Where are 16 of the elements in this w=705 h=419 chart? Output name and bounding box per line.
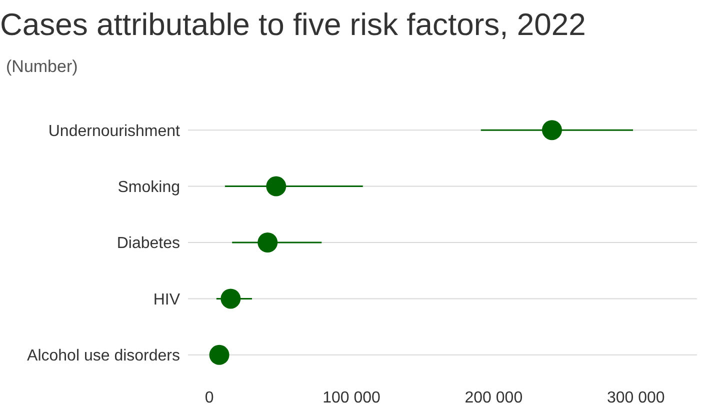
y-tick-label: Smoking bbox=[118, 178, 180, 196]
x-tick-label: 300 000 bbox=[606, 389, 665, 406]
point bbox=[266, 176, 286, 196]
x-tick-label: 200 000 bbox=[464, 389, 523, 406]
y-tick-label: HIV bbox=[153, 291, 180, 308]
point bbox=[542, 120, 562, 140]
point bbox=[258, 232, 278, 252]
y-tick-label: Undernourishment bbox=[48, 122, 181, 140]
x-tick-label: 100 000 bbox=[322, 389, 381, 406]
point bbox=[209, 344, 230, 365]
text: (Number) bbox=[5, 56, 79, 78]
point bbox=[220, 288, 241, 309]
y-tick-label: Alcohol use disorders bbox=[27, 348, 180, 365]
x-tick-label: 0 bbox=[204, 389, 214, 406]
chart-title: Cases attributable to five risk factors, 2022 bbox=[0, 6, 587, 44]
y-tick-label: Diabetes bbox=[116, 235, 180, 252]
